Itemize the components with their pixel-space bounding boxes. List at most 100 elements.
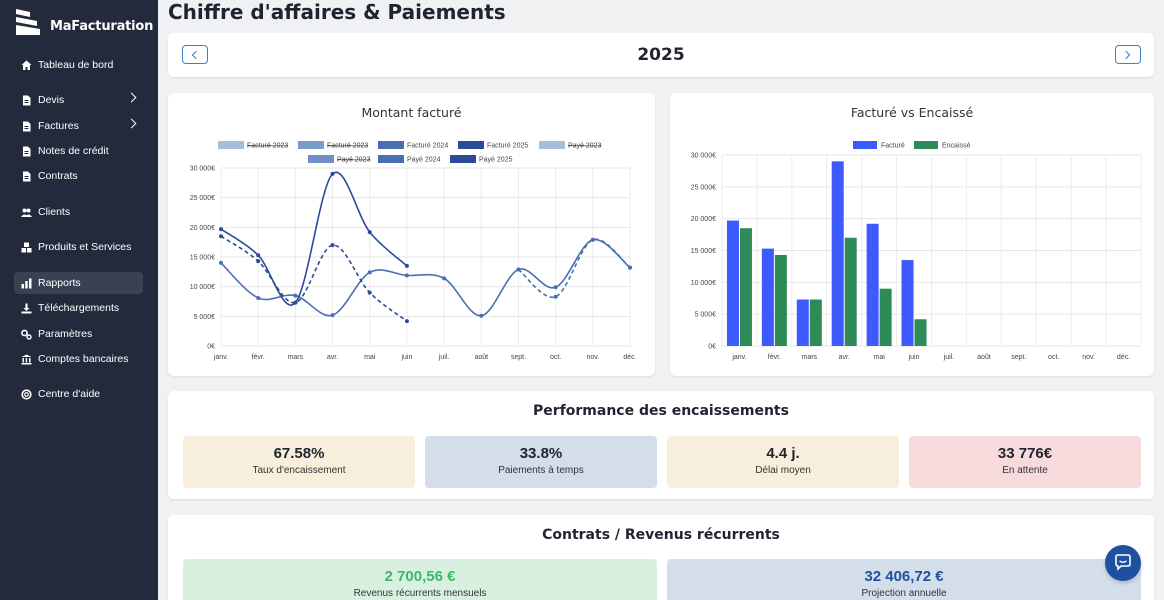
home-icon xyxy=(21,60,32,71)
legend-label: Payé 2024 xyxy=(407,157,441,164)
data-point xyxy=(404,263,409,268)
revenue-value: 2 700,56 € xyxy=(384,568,456,585)
sidebar-item-label: Rapports xyxy=(38,277,81,289)
data-point xyxy=(256,295,261,300)
bar xyxy=(901,260,914,346)
logo-icon xyxy=(16,9,40,35)
bar xyxy=(831,161,844,346)
download-icon xyxy=(21,303,32,314)
data-point xyxy=(442,276,447,281)
y-tick-label: 0€ xyxy=(708,344,716,351)
sidebar-item-rapports[interactable]: Rapports xyxy=(14,272,143,294)
sidebar-item-tableau-de-bord[interactable]: Tableau de bord xyxy=(14,54,143,76)
sidebar-item-notes-de-credit[interactable]: Notes de crédit xyxy=(14,140,143,162)
x-tick-label: juin xyxy=(400,354,412,361)
kpi-value: 67.58% xyxy=(273,445,325,462)
sidebar-item-parametres[interactable]: Paramètres xyxy=(14,323,143,345)
x-tick-label: déc. xyxy=(623,354,636,361)
sidebar: MaFacturation Tableau de bord Devis Fact… xyxy=(0,0,158,600)
data-point xyxy=(404,273,409,278)
sidebar-item-contrats[interactable]: Contrats xyxy=(14,165,143,187)
chat-bubble-icon xyxy=(1115,554,1131,571)
next-year-button[interactable] xyxy=(1115,45,1141,64)
legend-label: Facturé 2023 xyxy=(247,143,288,150)
legend-swatch xyxy=(298,141,324,149)
x-tick-label: févr. xyxy=(252,354,265,361)
kpi-label: Délai moyen xyxy=(755,465,811,476)
x-tick-label: oct. xyxy=(550,354,561,361)
chevron-right-icon xyxy=(126,118,137,129)
legend-swatch xyxy=(458,141,484,149)
y-tick-label: 5 000€ xyxy=(194,314,216,321)
document-icon xyxy=(21,95,32,106)
kpi-value: 33 776€ xyxy=(997,445,1053,462)
x-tick-label: sept. xyxy=(1011,354,1026,361)
sidebar-item-clients[interactable]: Clients xyxy=(14,201,143,223)
data-point xyxy=(553,294,558,299)
y-tick-label: 0€ xyxy=(207,344,215,351)
x-tick-label: août xyxy=(474,354,488,361)
legend-label: Facturé 2023 xyxy=(327,143,368,150)
data-point xyxy=(367,230,372,235)
series-line xyxy=(220,171,408,306)
bar xyxy=(844,237,857,346)
sidebar-item-devis[interactable]: Devis xyxy=(14,89,143,111)
year-selector: 2025 xyxy=(168,33,1154,77)
data-point xyxy=(330,171,335,176)
data-point xyxy=(553,285,558,290)
app-logo[interactable]: MaFacturation xyxy=(15,8,155,40)
bar xyxy=(739,228,752,346)
bar xyxy=(761,248,774,346)
bar xyxy=(866,223,879,346)
data-point xyxy=(367,290,372,295)
legend-swatch xyxy=(914,141,938,149)
bar-chart: 0€ 5 000€ 10 000€ 15 000€ 20 000€ 25 000€ 30 0… xyxy=(691,141,1142,361)
y-tick-label: 10 000€ xyxy=(190,284,215,291)
legend-swatch xyxy=(853,141,877,149)
kpi-label: En attente xyxy=(1002,465,1048,476)
kpi-label: Taux d'encaissement xyxy=(252,465,346,476)
main-content: Chiffre d'affaires & Paiements 2025 Mont… xyxy=(158,0,1164,600)
x-tick-label: oct. xyxy=(1048,354,1059,361)
x-tick-label: avr. xyxy=(839,354,850,361)
bank-icon xyxy=(21,354,32,365)
sidebar-item-label: Factures xyxy=(38,120,79,132)
kpi-label: Paiements à temps xyxy=(498,465,584,476)
kpi-paiements-a-temps: 33.8% Paiements à temps xyxy=(425,436,657,488)
x-tick-label: nov. xyxy=(1082,354,1095,361)
data-point xyxy=(330,243,335,248)
sidebar-item-telechargements[interactable]: Téléchargements xyxy=(14,297,143,319)
monthly-recurring-revenue: 2 700,56 € Revenus récurrents mensuels xyxy=(183,559,657,600)
y-tick-label: 30 000€ xyxy=(190,166,215,173)
data-point xyxy=(590,237,595,242)
series-line xyxy=(220,238,631,317)
sidebar-item-label: Téléchargements xyxy=(38,302,120,314)
kpi-delai-moyen: 4.4 j. Délai moyen xyxy=(667,436,899,488)
current-year: 2025 xyxy=(637,45,685,65)
data-point xyxy=(479,313,484,318)
sidebar-item-centre-d-aide[interactable]: Centre d'aide xyxy=(14,383,143,405)
bar xyxy=(809,299,822,346)
sidebar-item-produits-et-services[interactable]: Produits et Services xyxy=(14,236,143,258)
chart-title: Montant facturé xyxy=(361,105,462,120)
x-tick-label: déc. xyxy=(1117,354,1130,361)
x-tick-label: janv. xyxy=(213,354,228,361)
x-tick-label: mai xyxy=(873,354,885,361)
document-icon xyxy=(21,146,32,157)
users-icon xyxy=(21,207,32,218)
previous-year-button[interactable] xyxy=(182,45,208,64)
revenue-value: 32 406,72 € xyxy=(864,568,944,585)
x-tick-label: juin xyxy=(908,354,920,361)
legend-label: Payé 2025 xyxy=(479,157,513,164)
help-chat-button[interactable] xyxy=(1105,545,1141,581)
kpi-en-attente: 33 776€ En attente xyxy=(909,436,1141,488)
sidebar-item-label: Centre d'aide xyxy=(38,388,101,400)
data-point xyxy=(219,227,223,232)
chart-card-facture-vs-encaisse: Facturé vs Encaissé 0€ 5 000€ 10 000€ 15 00… xyxy=(670,93,1154,376)
sidebar-item-comptes-bancaires[interactable]: Comptes bancaires xyxy=(14,348,143,370)
data-point xyxy=(256,259,261,264)
sidebar-item-factures[interactable]: Factures xyxy=(14,115,143,137)
legend-swatch xyxy=(378,155,404,163)
y-tick-label: 20 000€ xyxy=(190,225,215,232)
performance-card: Performance des encaissements 67.58% Tau… xyxy=(168,391,1154,499)
